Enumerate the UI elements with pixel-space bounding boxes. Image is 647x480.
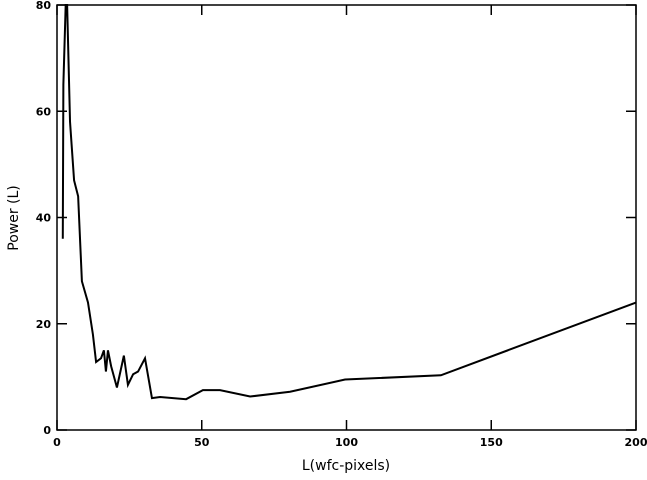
x-tick-label: 50 xyxy=(194,436,210,449)
y-tick-label: 20 xyxy=(36,318,52,331)
x-tick-label: 100 xyxy=(335,436,358,449)
x-axis-label: L(wfc-pixels) xyxy=(302,458,390,474)
y-tick-label: 40 xyxy=(36,212,52,225)
y-tick-label: 80 xyxy=(36,0,52,12)
y-axis-label: Power (L) xyxy=(6,185,22,251)
data-line xyxy=(61,4,637,401)
y-tick-label: 0 xyxy=(43,424,51,437)
plot-frame xyxy=(56,4,637,431)
x-tick-label: 200 xyxy=(625,436,647,449)
x-tick-label: 0 xyxy=(53,436,61,449)
y-tick-label: 60 xyxy=(36,105,52,118)
x-tick-label: 150 xyxy=(480,436,503,449)
